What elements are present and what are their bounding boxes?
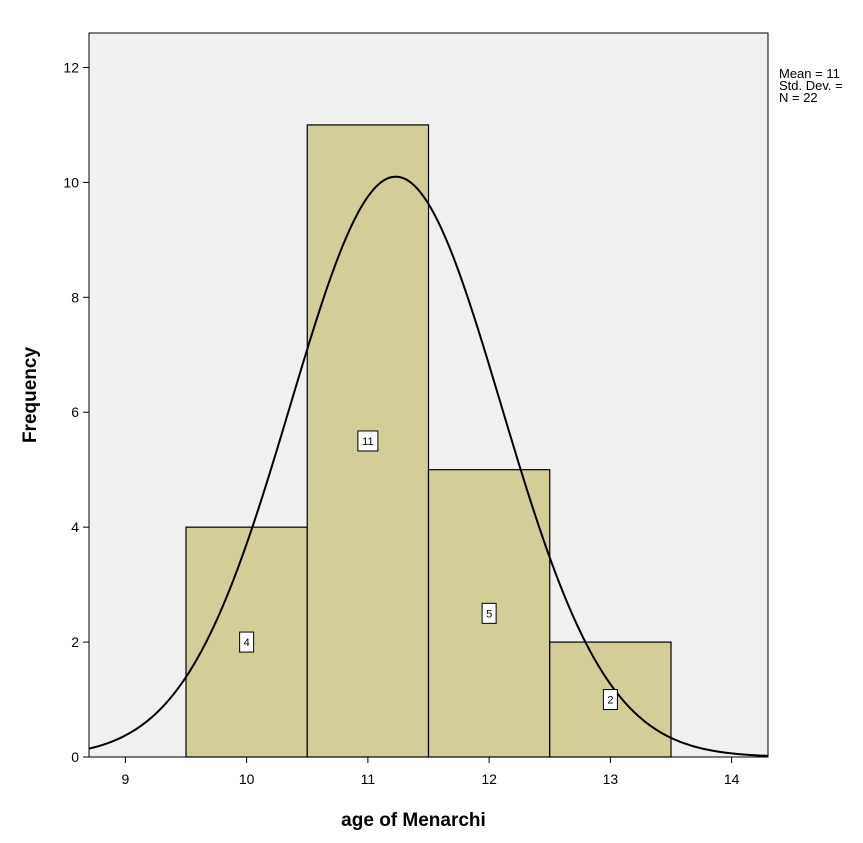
y-tick-label-4: 4 xyxy=(71,519,79,535)
x-tick-label-10: 10 xyxy=(239,771,255,787)
y-tick-label-6: 6 xyxy=(71,404,79,420)
x-tick-label-12: 12 xyxy=(481,771,497,787)
statistics-legend: Mean = 11 Std. Dev. = N = 22 xyxy=(779,66,843,105)
x-tick-label-9: 9 xyxy=(121,771,129,787)
stat-std-dev: Std. Dev. = xyxy=(779,78,843,93)
bar-value-label-text: 5 xyxy=(486,608,492,620)
bar-value-label-box xyxy=(239,631,255,653)
bar-value-label-box xyxy=(357,430,379,452)
x-tick-label-14: 14 xyxy=(724,771,740,787)
x-axis-title: age of Menarchi xyxy=(341,810,486,831)
y-tick-label-2: 2 xyxy=(71,634,79,650)
bar-value-label-12: 5 xyxy=(481,602,497,624)
bar-value-label-10: 4 xyxy=(239,631,255,653)
bar-value-label-11: 11 xyxy=(357,430,379,452)
x-tick-label-13: 13 xyxy=(603,771,619,787)
y-axis: 0 2 4 6 8 10 12 xyxy=(63,59,89,765)
y-axis-title: Frequency xyxy=(20,347,41,444)
normal-curve xyxy=(88,175,769,757)
y-tick-label-0: 0 xyxy=(71,749,79,765)
y-tick-label-10: 10 xyxy=(63,174,79,190)
bar-value-label-text: 11 xyxy=(362,436,373,448)
stat-mean: Mean = 11 xyxy=(779,66,840,81)
bar-value-label-box xyxy=(481,602,497,624)
y-tick-label-8: 8 xyxy=(71,289,79,305)
bar-value-label-text: 4 xyxy=(244,637,250,649)
bar-value-label-13: 2 xyxy=(602,689,618,711)
stat-n: N = 22 xyxy=(779,90,818,105)
bar-labels-group: 4 11 5 2 xyxy=(239,430,618,711)
bar-value-label-text: 2 xyxy=(607,695,613,707)
y-tick-label-12: 12 xyxy=(63,59,79,75)
x-axis: 9 10 11 12 13 14 xyxy=(121,757,740,787)
plot-frame xyxy=(88,32,769,758)
x-tick-label-11: 11 xyxy=(361,771,376,787)
bar-value-label-box xyxy=(602,689,618,711)
